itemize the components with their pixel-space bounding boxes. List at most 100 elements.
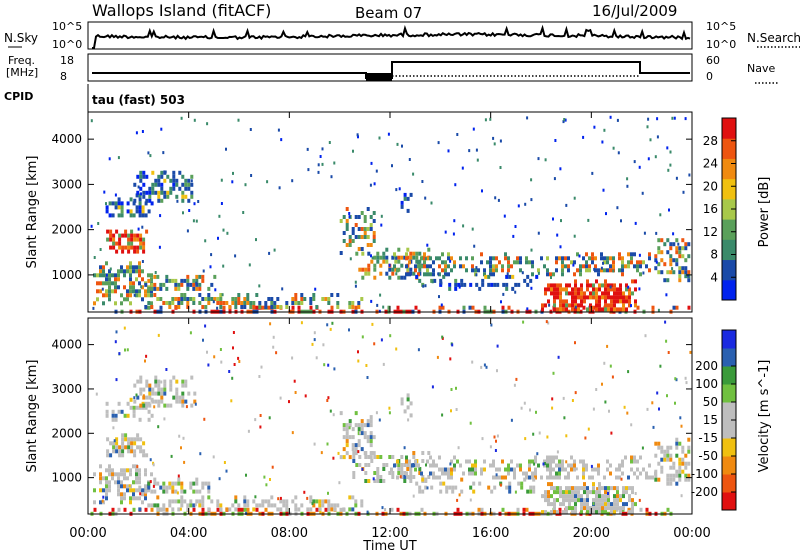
- power-speckle: [396, 142, 399, 146]
- power-cell: [412, 251, 416, 256]
- vel-cell: [580, 498, 583, 503]
- power-speckle: [387, 132, 390, 136]
- vel-cell: [169, 387, 173, 392]
- power-cell: [249, 301, 253, 305]
- power-speckle: [370, 299, 373, 303]
- power-cell: [351, 231, 355, 235]
- power-cell: [309, 305, 313, 310]
- vel-cell: [309, 499, 313, 504]
- power-cell: [294, 297, 298, 301]
- power-cell: [613, 291, 616, 296]
- colorbar-tick-label: 50: [703, 395, 718, 409]
- power-cell: [151, 170, 155, 175]
- power-cell: [519, 260, 522, 265]
- vel-cell: [441, 467, 444, 472]
- power-cell: [666, 238, 670, 243]
- vel-cell: [609, 471, 612, 476]
- vel-cell: [207, 495, 211, 500]
- power-cell: [687, 278, 691, 283]
- vel-cell: [630, 455, 633, 460]
- vel-speckle: [294, 391, 297, 394]
- power-cell: [460, 278, 464, 283]
- vel-cell: [562, 498, 565, 503]
- colorbar-segment: [722, 384, 736, 403]
- power-cell: [504, 252, 507, 257]
- vel-speckle: [327, 491, 329, 495]
- vel-cell: [633, 459, 636, 464]
- power-cell: [192, 278, 196, 283]
- power-speckle: [656, 135, 659, 139]
- power-cell: [388, 267, 392, 272]
- vel-cell: [135, 488, 138, 493]
- power-cell: [120, 269, 123, 274]
- power-cell: [591, 256, 594, 261]
- vel-cell: [144, 492, 147, 497]
- power-speckle: [391, 164, 393, 168]
- vel-cell: [585, 463, 588, 468]
- power-cell: [336, 293, 340, 297]
- vel-cell: [129, 468, 132, 473]
- vel-cell: [537, 463, 540, 468]
- power-cell: [513, 260, 516, 265]
- power-cell: [184, 194, 188, 199]
- vel-speckle: [165, 368, 168, 371]
- power-cell: [126, 201, 130, 206]
- vel-cell: [345, 443, 349, 448]
- power-cell: [654, 258, 658, 263]
- power-cell: [561, 268, 564, 273]
- power-cell: [556, 291, 559, 296]
- vel-cell: [528, 475, 531, 480]
- vel-cell: [351, 507, 355, 512]
- vel-speckle: [623, 405, 626, 409]
- vel-speckle: [204, 324, 207, 328]
- power-cell: [438, 305, 442, 310]
- power-cell: [675, 246, 679, 251]
- vel-cell: [583, 482, 586, 487]
- power-cell: [574, 291, 577, 296]
- power-cell: [585, 264, 588, 269]
- vel-cell: [547, 494, 550, 499]
- vel-cell: [562, 502, 565, 507]
- power-cell: [108, 201, 112, 206]
- power-cell: [93, 273, 96, 278]
- vel-cell: [294, 507, 298, 512]
- power-speckle: [352, 149, 354, 153]
- power-cell: [483, 272, 486, 277]
- vel-cell: [93, 507, 97, 512]
- power-cell: [187, 182, 191, 187]
- power-speckle: [659, 213, 662, 217]
- vel-cell: [648, 463, 651, 468]
- vel-cell: [147, 488, 150, 493]
- power-cell: [327, 297, 331, 301]
- power-cell: [571, 295, 574, 300]
- vel-cell: [165, 507, 169, 512]
- power-cell: [115, 241, 119, 246]
- vel-speckle: [293, 379, 296, 383]
- power-speckle: [195, 219, 198, 223]
- power-cell: [400, 204, 404, 209]
- vel-cell: [595, 490, 598, 495]
- y-tick-label: 3000: [51, 382, 82, 396]
- power-cell: [198, 274, 202, 279]
- power-cell: [492, 256, 495, 261]
- vel-cell: [109, 453, 113, 458]
- vel-speckle: [333, 367, 336, 371]
- vel-cell: [175, 387, 179, 392]
- vel-cell: [132, 464, 135, 469]
- vel-cell: [501, 459, 504, 464]
- vel-cell: [231, 503, 235, 508]
- vel-cell: [529, 485, 533, 490]
- vel-cell: [492, 459, 495, 464]
- vel-cell: [408, 459, 411, 464]
- vel-cell: [607, 494, 610, 499]
- vel-cell: [456, 459, 459, 464]
- vel-cell: [330, 503, 334, 508]
- power-cell: [135, 265, 138, 270]
- vel-cell: [285, 499, 289, 504]
- power-cell: [114, 289, 117, 294]
- power-cell: [258, 301, 262, 305]
- power-cell: [559, 299, 562, 304]
- power-cell: [330, 305, 334, 310]
- vel-cell: [138, 488, 141, 493]
- vel-cell: [403, 479, 407, 483]
